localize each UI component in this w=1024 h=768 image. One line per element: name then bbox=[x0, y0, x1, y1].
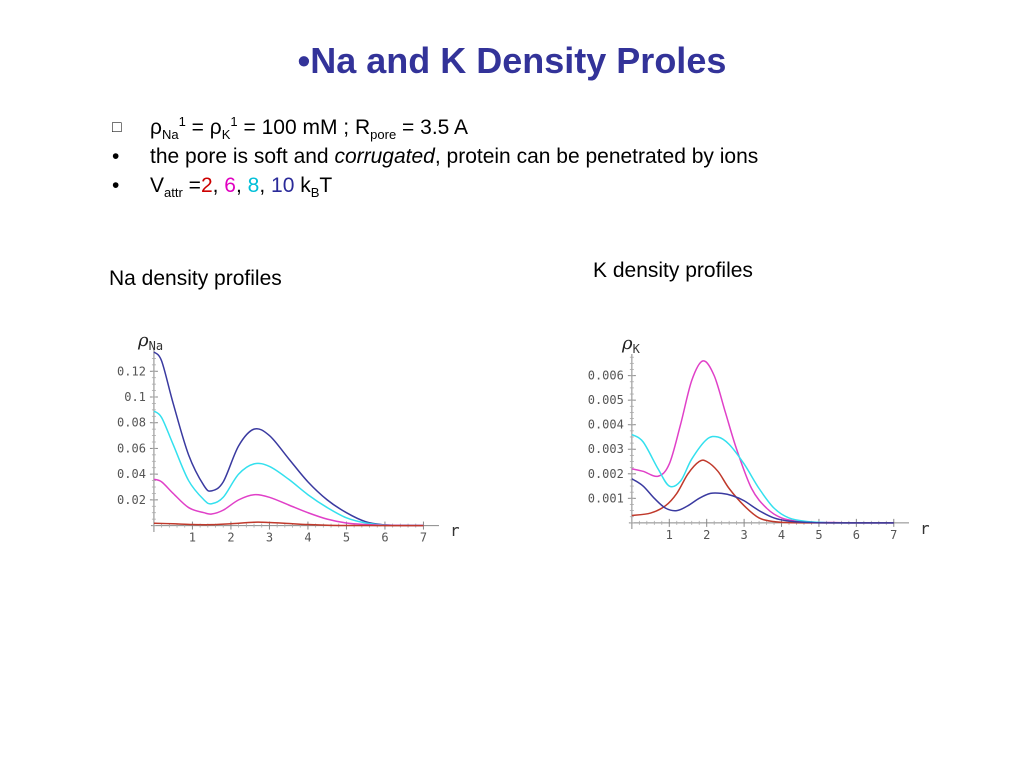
concentration-line: ρNa1 = ρK1 = 100 mM ; Rpore = 3.5 A bbox=[150, 113, 468, 142]
y-tick-label: 0.001 bbox=[588, 491, 624, 505]
series-line bbox=[153, 478, 424, 527]
x-axis-label: r bbox=[450, 521, 460, 540]
y-tick-label: 0.002 bbox=[588, 467, 624, 481]
separator: , bbox=[259, 174, 272, 197]
series-line bbox=[631, 478, 894, 524]
x-tick-label: 4 bbox=[304, 531, 311, 545]
y-tick-label: 0.003 bbox=[588, 442, 624, 456]
x-tick-label: 2 bbox=[227, 531, 234, 545]
x-axis-label: r bbox=[920, 519, 930, 538]
na-caption: Na density profiles bbox=[109, 267, 282, 290]
separator: , bbox=[235, 174, 248, 197]
x-tick-label: 7 bbox=[890, 528, 897, 542]
b-subscript: B bbox=[310, 185, 320, 201]
vattr-line: Vattr =2, 6, 8, 10 kBT bbox=[150, 171, 332, 200]
series-line bbox=[631, 459, 894, 524]
y-tick-label: 0.12 bbox=[117, 364, 146, 378]
pore-subscript: pore bbox=[370, 127, 397, 143]
v-symbol: V bbox=[150, 174, 165, 197]
k-density-chart: 1 2 3 4 5 6 7 0.001 0.002 0.003 0.004 0.005 0.006 ρK r bbox=[588, 333, 930, 542]
value-2: 2 bbox=[200, 174, 213, 197]
value-10: 10 bbox=[271, 174, 295, 197]
x-tick-label: 2 bbox=[703, 528, 710, 542]
y-tick-label: 0.006 bbox=[588, 369, 624, 383]
y-tick-label: 0.02 bbox=[117, 493, 146, 507]
attr-subscript: attr bbox=[164, 185, 183, 201]
series-line bbox=[153, 351, 424, 527]
k-symbol: k bbox=[294, 174, 311, 197]
x-tick-label: 5 bbox=[343, 531, 350, 545]
value-6: 6 bbox=[224, 174, 236, 197]
x-tick-label: 3 bbox=[266, 531, 273, 545]
rho-symbol: ρ bbox=[209, 116, 222, 139]
y-tick-label: 0.1 bbox=[124, 390, 146, 404]
y-tick-label: 0.06 bbox=[117, 441, 146, 455]
x-tick-label: 6 bbox=[853, 528, 860, 542]
radius-text: = 3.5 A bbox=[396, 116, 469, 139]
text-part: the pore is soft and bbox=[150, 145, 335, 168]
pore-description: the pore is soft and corrugated, protein… bbox=[150, 142, 758, 171]
y-axis-label: ρNa bbox=[137, 330, 163, 353]
slide-title: •Na and K Density Proles bbox=[297, 40, 727, 81]
na-subscript: Na bbox=[161, 127, 179, 143]
t-symbol: T bbox=[319, 174, 333, 197]
corrugated-text: corrugated bbox=[334, 145, 435, 168]
equals-text: = bbox=[185, 116, 210, 139]
na-density-chart: 1 2 3 4 5 6 7 0.02 0.04 0.06 0.08 0.1 0.12 ρNa r bbox=[117, 330, 460, 545]
x-tick-label: 7 bbox=[420, 531, 427, 545]
k-subscript: K bbox=[221, 127, 231, 143]
x-tick-label: 4 bbox=[778, 528, 785, 542]
y-axis-label: ρK bbox=[621, 333, 641, 356]
box-bullet-icon: □ bbox=[112, 119, 122, 136]
rho-symbol: ρ bbox=[150, 116, 162, 139]
series-line bbox=[153, 521, 424, 527]
series-line bbox=[631, 360, 894, 524]
x-tick-label: 3 bbox=[740, 528, 747, 542]
superscript: 1 bbox=[230, 114, 238, 129]
x-tick-label: 5 bbox=[815, 528, 822, 542]
superscript: 1 bbox=[178, 114, 186, 129]
bullet-dot-icon: • bbox=[112, 174, 120, 197]
y-tick-label: 0.08 bbox=[117, 416, 146, 430]
equals-text: = bbox=[182, 174, 201, 197]
series-line bbox=[153, 410, 424, 527]
x-tick-label: 1 bbox=[666, 528, 673, 542]
value-8: 8 bbox=[247, 174, 260, 197]
concentration-text: = 100 mM ; R bbox=[237, 116, 371, 139]
y-tick-label: 0.04 bbox=[117, 467, 146, 481]
separator: , bbox=[212, 174, 225, 197]
x-tick-label: 1 bbox=[189, 531, 196, 545]
x-tick-label: 6 bbox=[381, 531, 388, 545]
y-tick-label: 0.005 bbox=[588, 393, 624, 407]
text-part: , protein can be penetrated by ions bbox=[434, 145, 759, 168]
k-caption: K density profiles bbox=[593, 259, 753, 282]
y-tick-label: 0.004 bbox=[588, 418, 624, 432]
bullet-dot-icon: • bbox=[112, 145, 120, 168]
